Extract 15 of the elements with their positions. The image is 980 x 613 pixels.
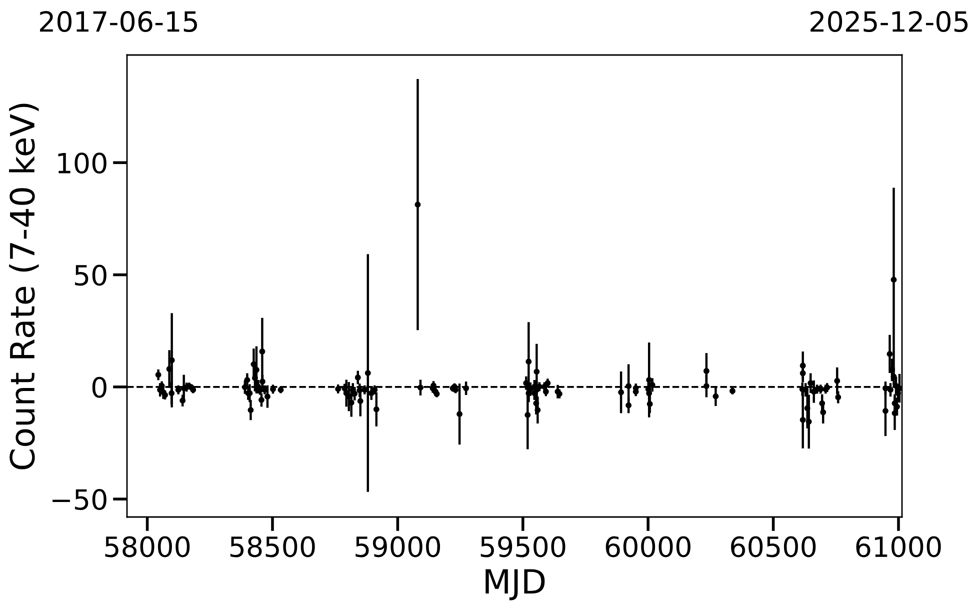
y-tick-label: 50 (75, 264, 106, 286)
x-tick-label: 61000 (856, 536, 941, 558)
x-tick-label: 60500 (731, 536, 816, 558)
text: 2017-06-15 (40, 11, 198, 32)
x-tick-label: 59000 (356, 536, 440, 558)
y-tick-label: −50 (52, 488, 106, 510)
x-tick-label: 58000 (105, 536, 190, 558)
y-tick-label: 0 (92, 376, 106, 398)
x-tick-label: 58500 (230, 536, 315, 558)
y-axis-title: Count Rate (7-40 keV) (9, 104, 39, 470)
x-tick-label: 60000 (606, 536, 690, 558)
x-axis-title: MJD (486, 569, 545, 600)
x-tick-label: 59500 (480, 536, 566, 558)
y-tick-label: 100 (58, 152, 106, 174)
text: 2025-12-05 (810, 11, 968, 32)
